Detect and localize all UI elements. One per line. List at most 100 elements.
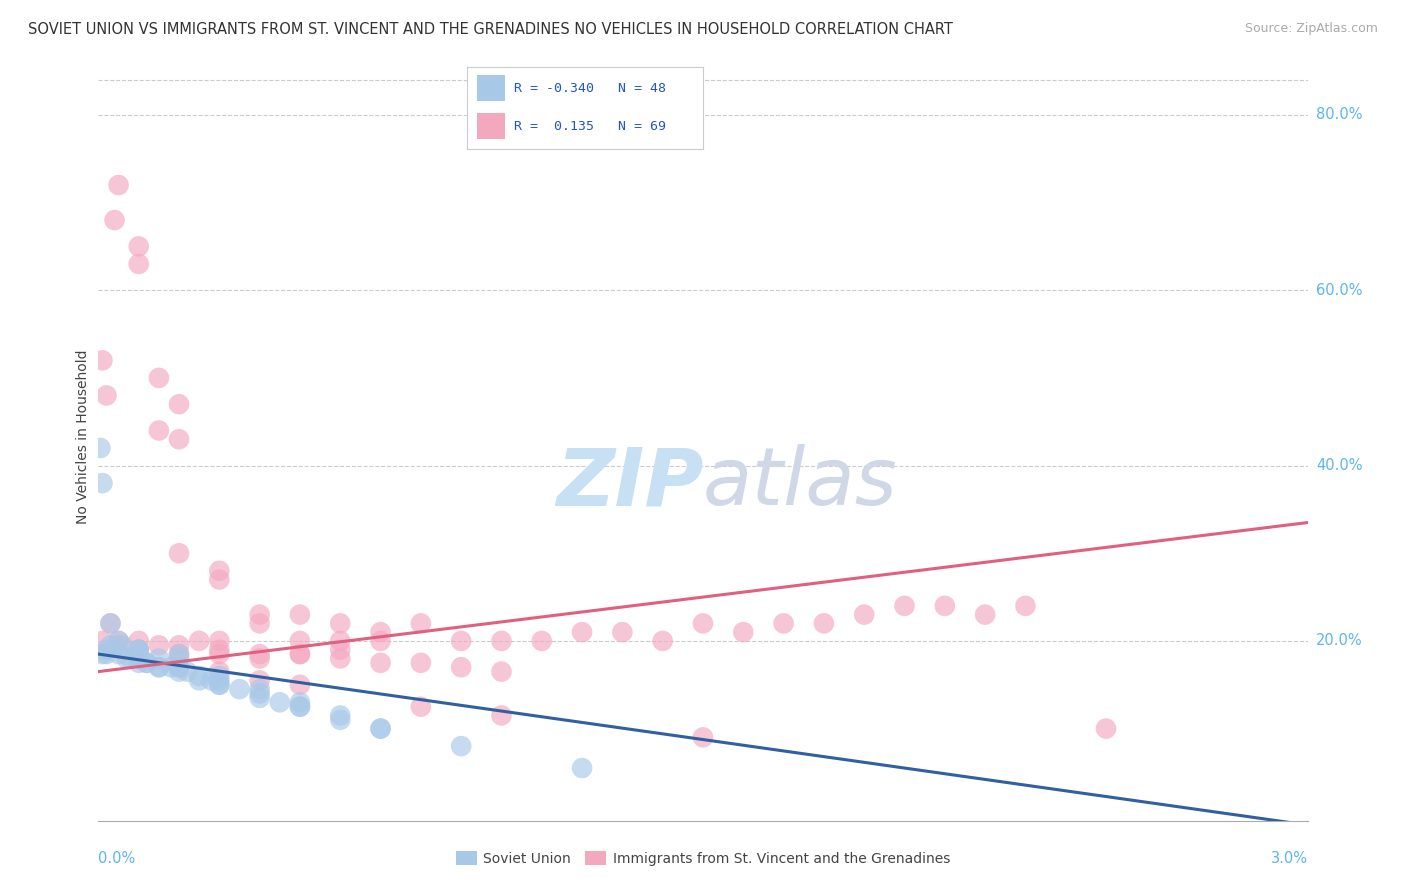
Point [167, 546, 190, 560]
Y-axis label: No Vehicles in Household: No Vehicles in Household [76, 350, 90, 524]
Point [100, 616, 122, 631]
Point [772, 616, 794, 631]
Point [128, 642, 150, 657]
Point [91, 647, 114, 661]
Point [450, 634, 472, 648]
Point [96, 388, 118, 402]
Point [288, 695, 311, 709]
Point [167, 651, 190, 665]
Point [269, 695, 291, 709]
Point [208, 678, 231, 692]
Point [208, 669, 231, 683]
Point [249, 673, 271, 688]
Point [249, 607, 271, 622]
Point [103, 213, 125, 227]
Point [148, 660, 170, 674]
Point [167, 665, 190, 679]
Point [329, 642, 352, 657]
Point [107, 178, 129, 192]
Point [148, 638, 170, 652]
Point [853, 607, 876, 622]
Point [409, 616, 432, 631]
Point [96, 642, 118, 657]
Text: atlas: atlas [703, 444, 898, 522]
Point [208, 634, 231, 648]
Point [167, 647, 190, 661]
Point [370, 625, 392, 640]
Point [571, 761, 593, 775]
Point [89, 441, 111, 455]
Text: SOVIET UNION VS IMMIGRANTS FROM ST. VINCENT AND THE GRENADINES NO VEHICLES IN HO: SOVIET UNION VS IMMIGRANTS FROM ST. VINC… [28, 22, 953, 37]
Point [370, 722, 392, 736]
Point [107, 634, 129, 648]
Point [893, 599, 915, 613]
Point [491, 708, 513, 723]
Point [370, 722, 392, 736]
Point [167, 660, 190, 674]
Point [148, 651, 170, 665]
Point [329, 708, 352, 723]
Point [167, 660, 190, 674]
Point [188, 669, 211, 683]
Point [571, 625, 593, 640]
Point [249, 647, 271, 661]
Point [167, 638, 190, 652]
Point [100, 638, 122, 652]
Point [200, 673, 222, 688]
Point [208, 673, 231, 688]
Point [329, 616, 352, 631]
Point [612, 625, 634, 640]
Point [208, 573, 231, 587]
Point [208, 647, 231, 661]
Point [329, 634, 352, 648]
Point [135, 656, 157, 670]
Point [288, 699, 311, 714]
Point [733, 625, 755, 640]
Point [128, 634, 150, 648]
Point [491, 665, 513, 679]
Point [91, 476, 114, 491]
Point [288, 634, 311, 648]
Point [176, 665, 198, 679]
Point [91, 353, 114, 368]
Point [450, 739, 472, 753]
Point [107, 647, 129, 661]
Point [115, 651, 138, 665]
Text: Source: ZipAtlas.com: Source: ZipAtlas.com [1244, 22, 1378, 36]
Point [249, 690, 271, 705]
Point [135, 656, 157, 670]
Point [208, 564, 231, 578]
Point [167, 647, 190, 661]
Point [160, 660, 183, 674]
Point [370, 634, 392, 648]
Point [288, 678, 311, 692]
Point [288, 699, 311, 714]
Point [128, 647, 150, 661]
Point [288, 647, 311, 661]
Point [651, 634, 673, 648]
Point [329, 651, 352, 665]
Point [249, 682, 271, 697]
Point [288, 607, 311, 622]
Point [188, 673, 211, 688]
Point [692, 731, 714, 745]
Point [128, 239, 150, 253]
Point [934, 599, 956, 613]
Point [974, 607, 997, 622]
Point [208, 642, 231, 657]
Point [813, 616, 835, 631]
Point [111, 638, 134, 652]
Point [1095, 722, 1118, 736]
Point [329, 713, 352, 727]
Point [120, 651, 142, 665]
Point [188, 634, 211, 648]
Point [249, 651, 271, 665]
Point [91, 634, 114, 648]
Text: 40.0%: 40.0% [1316, 458, 1362, 473]
Text: 60.0%: 60.0% [1316, 283, 1362, 298]
Text: 0.0%: 0.0% [98, 851, 135, 866]
Point [208, 665, 231, 679]
Point [530, 634, 553, 648]
Point [107, 638, 129, 652]
Point [249, 616, 271, 631]
